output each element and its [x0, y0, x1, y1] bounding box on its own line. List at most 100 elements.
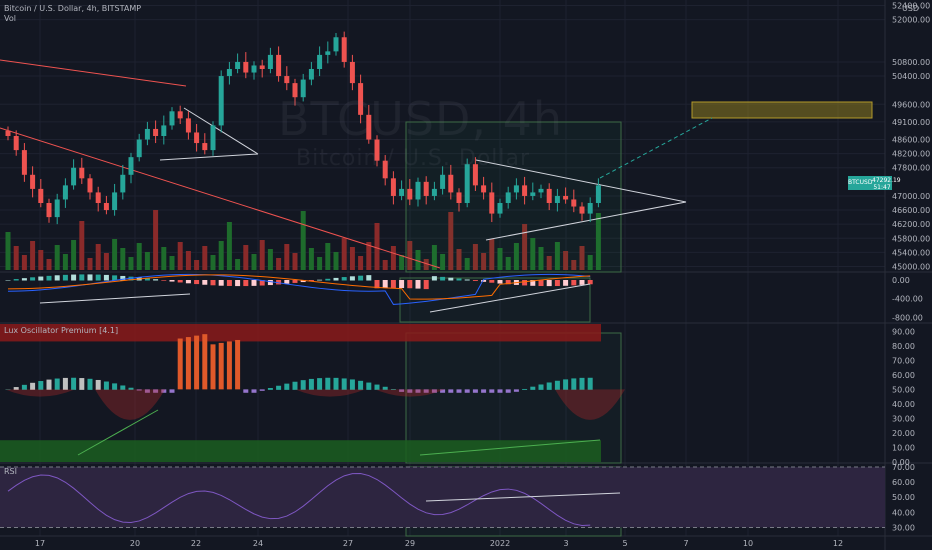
oscillator-histogram-bar [169, 389, 175, 393]
oscillator-histogram-bar [563, 379, 569, 390]
oscillator-histogram-bar [522, 388, 528, 390]
volume-bar [13, 246, 19, 270]
candle-body [226, 69, 232, 77]
oscillator-histogram-bar [325, 377, 331, 390]
candle-body [185, 118, 191, 133]
volume-bar [194, 260, 200, 270]
candle-body [456, 192, 462, 203]
candle-body [513, 185, 519, 193]
time-axis[interactable]: 17 20 22 24 27 29 2022 3 5 7 10 12 [35, 539, 843, 548]
volume-bar [161, 247, 167, 270]
volume-bar [128, 257, 134, 270]
symbol-title[interactable]: Bitcoin / U.S. Dollar, 4h, BITSTAMP [4, 4, 142, 13]
oversold-zone [0, 440, 601, 462]
volume-bar [571, 260, 577, 270]
macd-histogram-bar [95, 274, 101, 281]
oscillator-histogram-bar [95, 379, 101, 390]
oscillator-histogram-bar [464, 389, 470, 393]
currency-label[interactable]: USD [902, 4, 920, 13]
price-axis-tick: 30.00 [892, 523, 915, 532]
macd-histogram-bar [489, 280, 495, 283]
volume-bar [325, 243, 331, 270]
oscillator-histogram-bar [472, 389, 478, 393]
watermark-symbol: BTCUSD, 4h [278, 92, 564, 146]
oscillator-histogram-bar [87, 378, 93, 390]
price-axis[interactable]: 52400.00 52000.00 50800.00 50400.00 49600.00… [892, 2, 930, 533]
oscillator-panel [0, 324, 625, 462]
candle-body [284, 76, 290, 84]
oscillator-histogram-bar [161, 389, 167, 393]
candle-body [210, 125, 216, 151]
macd-histogram-bar [554, 280, 560, 287]
oscillator-histogram-bar [349, 379, 355, 390]
volume-bar [144, 252, 150, 270]
candle-body [243, 61, 249, 73]
macd-histogram-bar [505, 280, 511, 285]
oscillator-histogram-bar [300, 380, 306, 390]
volume-bar [218, 241, 224, 270]
oscillator-divergence-line [419, 439, 601, 456]
macd-histogram-bar [349, 276, 355, 281]
rsi-divergence-line [425, 492, 621, 502]
oscillator-histogram-bar [333, 377, 339, 390]
macd-histogram-bar [276, 280, 282, 285]
candle-body [538, 188, 544, 193]
volume-bar [546, 256, 552, 270]
candle-body [390, 178, 396, 196]
macd-histogram-bar [235, 280, 241, 287]
candle-body [579, 206, 585, 214]
macd-histogram-bar [210, 280, 216, 286]
candle-body [136, 139, 142, 158]
candle-body [358, 83, 364, 115]
macd-histogram-bar [103, 274, 109, 281]
volume-label[interactable]: Vol [4, 14, 16, 23]
macd-histogram-bar [13, 279, 19, 281]
candle-body [259, 65, 265, 69]
oscillator-histogram-bar [587, 377, 593, 390]
oscillator-histogram-bar [530, 386, 536, 390]
volume-bar [358, 256, 364, 270]
oscillator-histogram-bar [202, 334, 208, 390]
macd-histogram-bar [120, 275, 126, 281]
oscillator-histogram-bar [489, 389, 495, 393]
macd-histogram-bar [587, 280, 593, 285]
volume-bar [522, 224, 528, 270]
triangle-lower-line [159, 153, 259, 161]
projection-line [599, 117, 713, 179]
macd-histogram-bar [522, 280, 528, 286]
candle-body [530, 192, 536, 196]
rsi-title[interactable]: RSI [4, 467, 17, 476]
price-axis-tick: 45000.00 [892, 262, 930, 271]
oscillator-histogram-bar [218, 342, 224, 390]
price-axis-tick: 60.00 [892, 371, 915, 380]
oscillator-histogram-bar [120, 385, 126, 390]
macd-histogram-bar [497, 280, 503, 284]
candle-body [333, 37, 339, 52]
candle-body [292, 83, 298, 98]
candle-body [161, 125, 167, 136]
price-tag-timer: 51:47 [873, 184, 891, 191]
oscillator-histogram-bar [308, 378, 314, 390]
price-axis-tick: 47000.00 [892, 192, 930, 201]
volume-bar [54, 245, 60, 270]
price-axis-tick: 10.00 [892, 443, 915, 452]
candle-body [341, 37, 347, 62]
volume-bar [243, 245, 249, 270]
macd-histogram-bar [87, 274, 93, 281]
oscillator-histogram-bar [276, 385, 282, 390]
volume-bar [276, 258, 282, 270]
price-axis-tick: -400.00 [892, 295, 923, 304]
oscillator-histogram-bar [144, 389, 150, 393]
candle-body [399, 188, 405, 196]
macd-histogram-bar [481, 280, 487, 282]
macd-histogram-bar [333, 277, 339, 281]
oscillator-title[interactable]: Lux Oscillator Premium [4.1] [4, 326, 119, 335]
candle-body [587, 203, 593, 214]
oscillator-histogram-bar [251, 389, 257, 393]
macd-histogram-bar [202, 280, 208, 285]
macd-histogram-bar [38, 276, 44, 281]
price-axis-tick: 49600.00 [892, 100, 930, 109]
candle-body [194, 132, 200, 144]
oscillator-histogram-bar [399, 389, 405, 392]
